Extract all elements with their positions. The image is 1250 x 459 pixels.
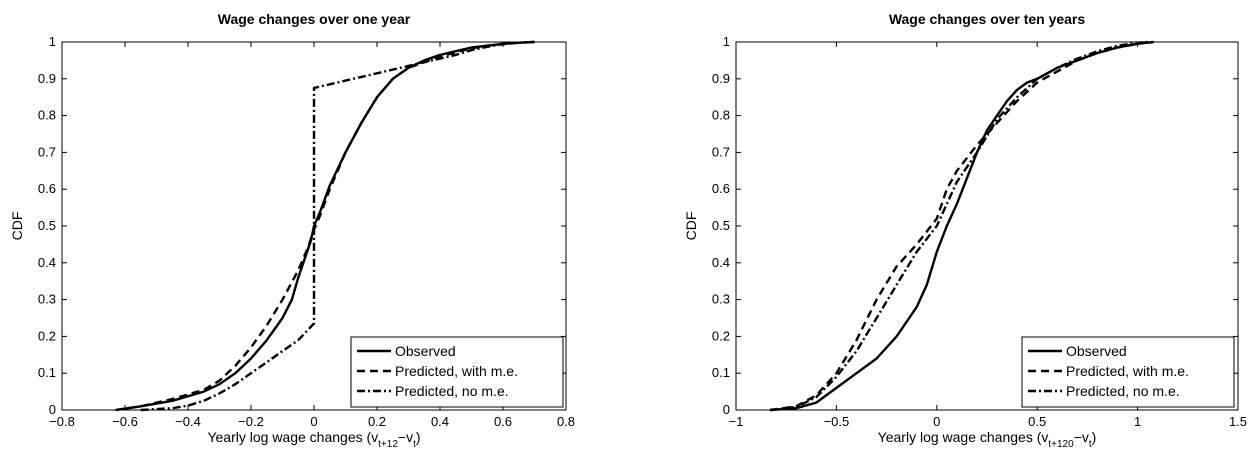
legend-label: Observed [395,343,456,359]
y-tick-label: 0.4 [38,255,56,270]
y-tick-label: 0.8 [38,108,56,123]
x-tick-label: 1.5 [1229,414,1247,429]
legend-label: Predicted, with m.e. [395,363,518,379]
y-tick-label: 0.7 [712,144,730,159]
y-tick-label: 0.7 [38,144,56,159]
x-axis-label: Yearly log wage changes (vt+120−vt) [878,429,1097,450]
x-tick-label: 0.6 [494,414,512,429]
series-line-solid [770,40,1154,412]
x-tick-label: −0.8 [49,414,75,429]
x-axis-label-part: t+12 [378,439,398,450]
y-tick-label: 0.1 [38,365,56,380]
series-line-dashdot [769,40,1148,412]
x-tick-label: −1 [729,414,744,429]
y-tick-label: 0.6 [38,181,56,196]
legend-label: Predicted, no m.e. [395,383,509,399]
y-tick-label: 0.1 [712,365,730,380]
y-tick-label: 0.4 [712,255,730,270]
y-tick-label: 0.5 [38,218,56,233]
x-tick-label: 0.5 [1028,414,1046,429]
series-line-dashed [769,40,1148,412]
x-axis-label-part: t+120 [1048,439,1074,450]
y-tick-label: 0.9 [38,71,56,86]
legend-label: Predicted, no m.e. [1066,383,1180,399]
y-tick-label: 0.5 [712,218,730,233]
y-tick-label: 0 [723,402,730,417]
y-tick-label: 1 [723,34,730,49]
series-line-dashed [115,40,535,412]
x-axis-label-part: ) [416,429,421,445]
x-axis-label-part: −v [398,429,413,445]
y-tick-label: 0.3 [38,292,56,307]
y-tick-label: 0.9 [712,71,730,86]
y-tick-label: 0.8 [712,108,730,123]
x-tick-label: 1 [1134,414,1141,429]
y-tick-label: 0.2 [712,328,730,343]
x-axis-label-part: −v [1074,429,1089,445]
legend: Observed Predicted, with m.e. Predicted, n… [350,336,564,408]
chart-title: Wage changes over one year [218,11,411,27]
x-tick-label: 0.4 [431,414,449,429]
y-tick-label: 0.6 [712,181,730,196]
series-line-dashdot [140,40,535,412]
y-axis-label: CDF [9,212,25,241]
x-axis-label-part: t [413,439,416,450]
x-axis-label-part: t [1089,439,1092,450]
chart-panel-one-year: Wage changes over one year −0.8 −0.6 −0.4 −0… [9,11,575,450]
y-tick-label: 0.3 [712,292,730,307]
chart-title: Wage changes over ten years [889,11,1086,27]
y-axis-label: CDF [683,212,699,241]
x-axis-label-part: ) [1092,429,1097,445]
y-tick-label: 0.2 [38,328,56,343]
x-tick-label: −0.2 [238,414,264,429]
x-axis-label-part: Yearly log wage changes (v [207,429,378,445]
x-tick-label: 0.8 [557,414,575,429]
x-tick-label: −0.6 [112,414,138,429]
legend-label: Predicted, with m.e. [1066,363,1189,379]
legend: Observed Predicted, with m.e. Predicted, n… [1021,336,1235,408]
y-tick-label: 0 [49,402,56,417]
y-tick-label: 1 [49,34,56,49]
chart-panel-ten-years: Wage changes over ten years −1 −0.5 0 0.5 1 1.… [683,11,1247,450]
x-tick-label: 0 [310,414,317,429]
x-tick-label: 0.2 [368,414,386,429]
x-tick-label: −0.5 [824,414,850,429]
x-axis-label-part: Yearly log wage changes (v [878,429,1049,445]
legend-label: Observed [1066,343,1127,359]
x-tick-label: −0.4 [175,414,201,429]
x-tick-label: 0 [933,414,940,429]
x-axis-label: Yearly log wage changes (vt+12−vt) [207,429,420,450]
